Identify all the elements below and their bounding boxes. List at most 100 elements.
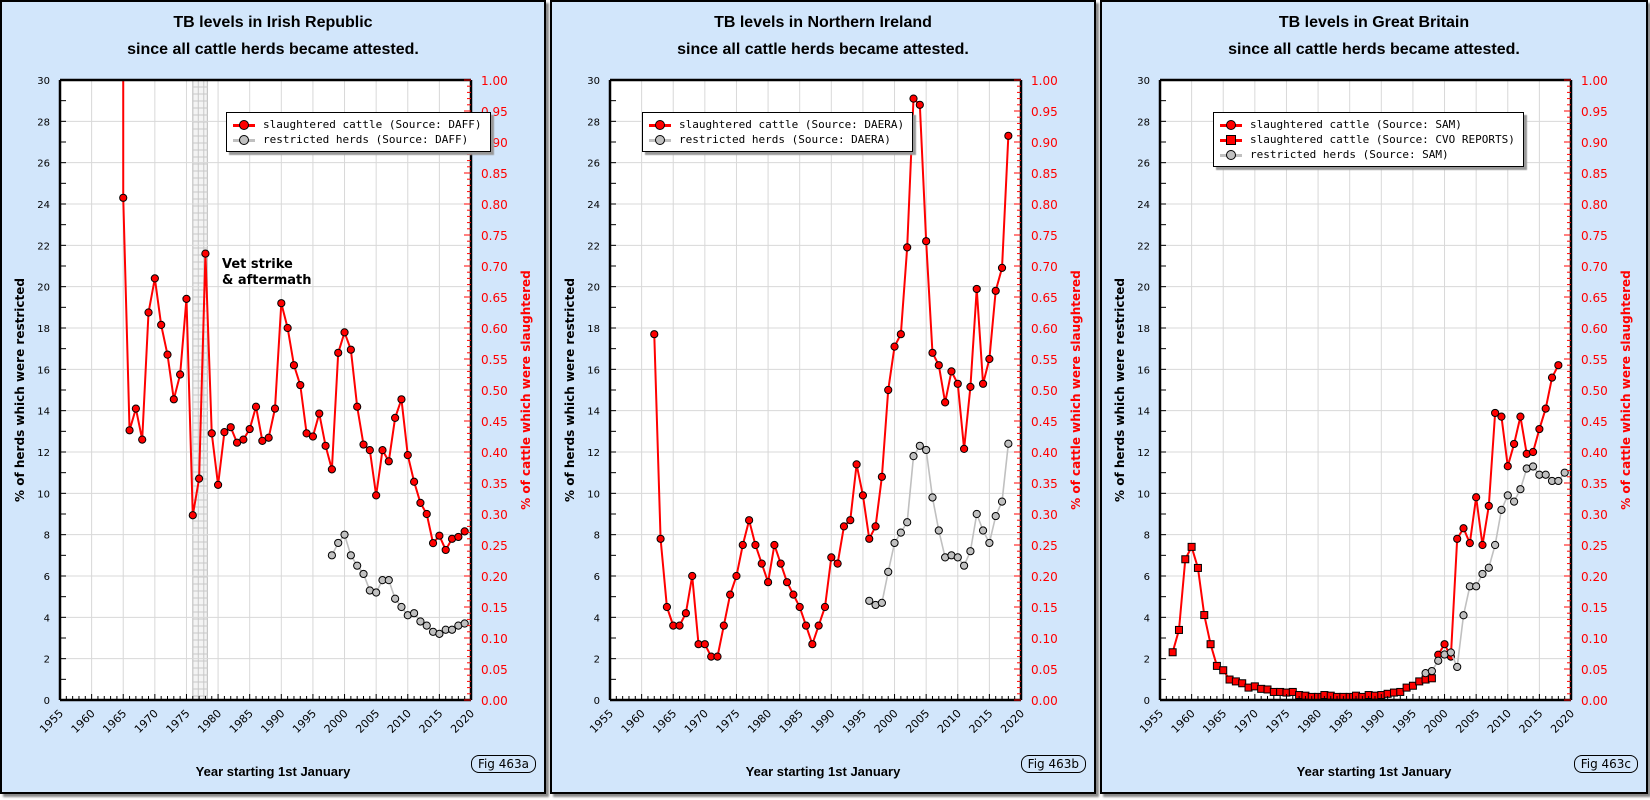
y-tick-label: 28 (37, 117, 50, 128)
data-point (201, 249, 210, 258)
data-point (1408, 681, 1417, 690)
data-point (884, 385, 893, 395)
data-point (416, 498, 425, 507)
y-tick-label: 2 (594, 655, 600, 666)
data-point (435, 629, 444, 638)
data-point (751, 540, 760, 550)
data-point (296, 380, 305, 390)
y-right-tick-label: 0.55 (481, 353, 508, 367)
data-point (327, 465, 336, 474)
y-tick-label: 20 (587, 283, 600, 294)
y-tick-label: 16 (1137, 365, 1150, 376)
data-point (138, 435, 147, 444)
chart-panel-great-britain: 1955 1960 1965 1970 1975 1980 1985 1990 1995 2000… (1100, 0, 1648, 794)
y-tick-label: 8 (594, 531, 600, 542)
y-tick-label: 12 (1137, 448, 1150, 459)
data-point (865, 534, 874, 543)
data-point (1427, 674, 1436, 683)
data-point (1212, 661, 1221, 670)
data-point (1503, 462, 1512, 471)
data-point (972, 509, 981, 519)
plot-area (1160, 80, 1571, 700)
y-axis-title-left: % of herds which were restricted (13, 278, 27, 502)
y-tick-label: 28 (587, 117, 600, 128)
series-0 (1434, 361, 1563, 661)
data-point (182, 294, 191, 303)
y-right-tick-label: 0.00 (1581, 694, 1608, 708)
data-point (915, 100, 924, 109)
x-tick-label: 1975 (164, 707, 193, 736)
data-point (713, 652, 722, 661)
data-point (662, 602, 672, 612)
data-point (909, 452, 918, 461)
y-right-tick-label: 0.50 (1581, 384, 1608, 398)
series-1 (865, 439, 1013, 610)
data-point (763, 578, 773, 587)
y-right-tick-label: 0.75 (481, 229, 508, 243)
y-right-tick-label: 0.80 (1031, 198, 1058, 212)
data-point (119, 193, 128, 202)
data-point (947, 367, 956, 376)
data-point (1168, 648, 1177, 657)
data-point (302, 429, 311, 438)
data-point (409, 609, 419, 618)
y-right-tick-label: 0.35 (481, 477, 508, 491)
data-point (877, 472, 886, 481)
data-point (903, 518, 912, 527)
data-point (1238, 679, 1247, 688)
data-point (270, 404, 280, 413)
data-point (1200, 611, 1209, 620)
data-point (207, 429, 216, 438)
data-point (827, 553, 836, 562)
x-tick-label: 1970 (132, 707, 161, 736)
data-point (922, 445, 931, 455)
y-right-tick-label: 0.70 (481, 260, 508, 274)
y-right-tick-label: 0.15 (1031, 601, 1058, 615)
data-point (308, 432, 318, 441)
data-point (1516, 485, 1525, 494)
y-right-tick-label: 0.25 (1031, 539, 1058, 553)
data-point (966, 547, 975, 556)
annotation-line: Vet strike (222, 257, 293, 272)
y-tick-label: 30 (37, 76, 50, 87)
legend-item-slaughtered-sam: slaughtered cattle (Source: SAM) (1220, 117, 1515, 132)
legend-item-restricted: restricted herds (Source: DAFF) (233, 132, 482, 147)
y-right-tick-label: 0.95 (1031, 105, 1058, 119)
data-point (966, 382, 975, 391)
x-tick-label: 2010 (385, 707, 414, 736)
data-point (915, 441, 924, 450)
y-axis-title-right: % of cattle which were slaughtered (1619, 270, 1633, 510)
y-tick-label: 8 (1144, 531, 1150, 542)
data-point (808, 640, 817, 649)
data-point (460, 619, 469, 628)
data-point (782, 578, 792, 587)
data-point (1535, 424, 1544, 434)
y-right-tick-label: 1.00 (1581, 74, 1608, 88)
y-right-tick-label: 0.05 (1581, 663, 1608, 677)
y-tick-label: 24 (587, 200, 600, 211)
x-tick-label: 1955 (1137, 707, 1166, 736)
y-tick-label: 0 (44, 696, 50, 707)
data-point (953, 553, 962, 562)
x-tick-label: 2005 (353, 707, 382, 736)
y-right-tick-label: 0.40 (481, 446, 508, 460)
y-tick-label: 8 (44, 531, 50, 542)
data-point (157, 320, 166, 329)
data-point (428, 539, 438, 548)
data-point (327, 551, 336, 560)
data-point (732, 571, 741, 581)
x-tick-label: 1980 (1295, 707, 1324, 736)
data-point (1478, 569, 1487, 579)
data-point (997, 497, 1007, 506)
data-point (726, 590, 735, 599)
data-point (340, 530, 349, 539)
y-right-tick-label: 0.60 (1031, 322, 1058, 336)
y-tick-label: 2 (1144, 655, 1150, 666)
data-point (460, 527, 469, 536)
data-point (359, 440, 368, 449)
chart-title: TB levels in Great Britain (1278, 14, 1470, 31)
data-point (1541, 470, 1550, 479)
series-1 (327, 530, 469, 638)
data-point (959, 561, 969, 570)
data-point (365, 446, 374, 455)
